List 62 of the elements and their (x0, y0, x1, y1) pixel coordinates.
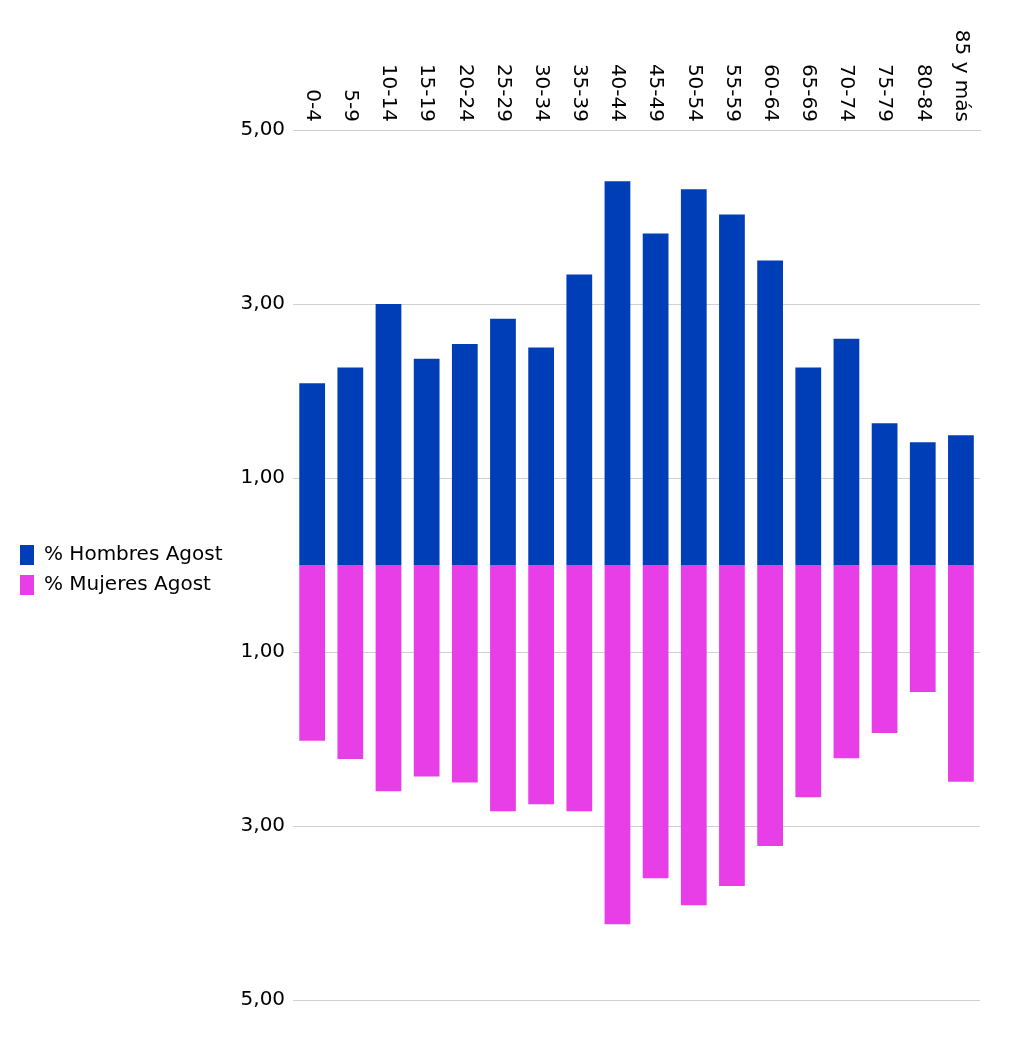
bar (528, 347, 555, 565)
bar (528, 565, 555, 805)
x-tick-label: 85 y más (950, 29, 975, 122)
bar (490, 565, 516, 812)
x-tick-label: 70-74 (836, 63, 861, 122)
bar (757, 260, 783, 565)
x-tick-label: 10-14 (378, 63, 403, 122)
x-tick-label: 45-49 (645, 63, 670, 122)
bar (299, 383, 326, 565)
x-tick-label: 60-64 (759, 63, 784, 122)
bar (604, 565, 631, 925)
bar (413, 565, 440, 777)
x-tick-label: 80-84 (912, 63, 937, 122)
bar (566, 274, 593, 565)
x-tick-label: 65-69 (798, 63, 823, 122)
bar (719, 565, 745, 887)
bar (833, 565, 860, 759)
bar (871, 423, 898, 565)
bar (642, 233, 669, 565)
x-tick-label: 40-44 (607, 63, 632, 122)
bar (566, 565, 593, 812)
bar (680, 565, 707, 906)
bar (490, 318, 516, 565)
y-tick-label: 3,00 (240, 290, 286, 315)
bar (948, 435, 974, 565)
legend-label: % Hombres Agost (44, 541, 223, 566)
x-tick-label: 75-79 (874, 63, 899, 122)
y-tick-label: 1,00 (240, 638, 286, 663)
y-tick-label: 1,00 (240, 464, 286, 489)
x-tick-label: 15-19 (416, 63, 441, 122)
bar (337, 367, 364, 565)
bar (795, 565, 822, 798)
bar (451, 565, 478, 783)
bar (375, 565, 402, 792)
bar (413, 358, 440, 565)
x-tick-label: 35-39 (569, 63, 594, 122)
bar (757, 565, 783, 847)
y-tick-label: 3,00 (240, 812, 286, 837)
bar (642, 565, 669, 879)
y-tick-label: 5,00 (240, 986, 286, 1011)
bar (299, 565, 326, 741)
bar (795, 367, 822, 565)
bar (337, 565, 364, 760)
x-tick-label: 55-59 (721, 63, 746, 122)
bar (719, 214, 745, 565)
x-tick-label: 25-29 (492, 63, 517, 122)
bar (833, 338, 860, 565)
bar (871, 565, 898, 733)
x-tick-label: 5-9 (340, 89, 365, 122)
bar (948, 565, 974, 782)
x-tick-label: 20-24 (454, 63, 479, 122)
bar (680, 189, 707, 565)
bar (909, 565, 936, 693)
legend-label: % Mujeres Agost (44, 571, 212, 596)
bar (451, 344, 478, 565)
bar (909, 442, 936, 565)
x-tick-label: 50-54 (683, 63, 708, 122)
bar (604, 181, 631, 565)
bar (375, 304, 402, 565)
x-tick-label: 0-4 (301, 89, 326, 122)
x-tick-label: 30-34 (530, 63, 555, 122)
y-tick-label: 5,00 (240, 116, 286, 141)
